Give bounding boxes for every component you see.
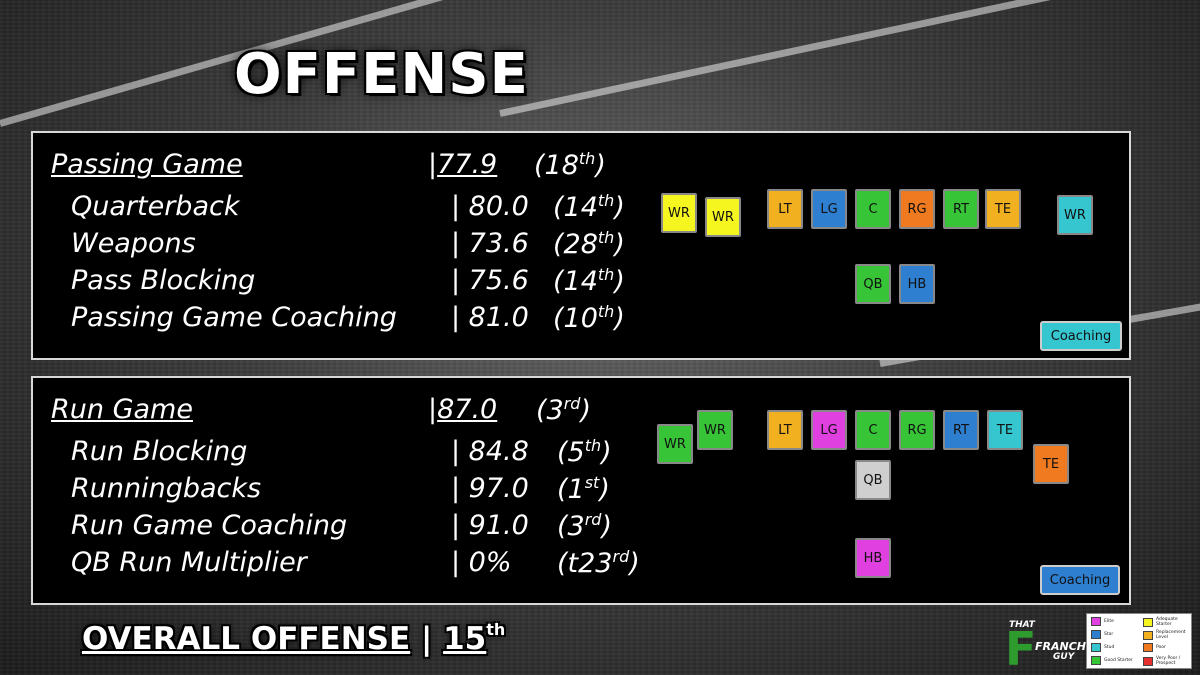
legend-item: Very Poor / Prospect (1143, 656, 1186, 666)
legend-label: Very Poor / Prospect (1156, 656, 1181, 666)
legend-label: Poor (1156, 645, 1166, 650)
position-c: C (855, 410, 891, 450)
legend-item: Poor (1143, 643, 1186, 652)
position-wr-2: WR (705, 197, 741, 237)
legend-swatch (1143, 617, 1153, 627)
position-qb: QB (855, 460, 891, 500)
stat-value: | 97.0 (451, 473, 529, 504)
stat-label: Quarterback (71, 191, 240, 222)
position-wr-3: WR (1057, 195, 1093, 235)
legend-label: Star (1104, 632, 1114, 637)
stat-label: Pass Blocking (71, 265, 256, 296)
passing-game-value: |77.9 (428, 149, 498, 180)
stat-rank: (t23rd) (557, 547, 640, 579)
run-game-value: |87.0 (428, 394, 498, 425)
legend-label: Replacement Level (1156, 630, 1186, 640)
stat-label: Runningbacks (71, 473, 262, 504)
legend-item: Good Starter (1091, 656, 1134, 665)
stat-rank: (28th) (553, 228, 625, 260)
position-te-2: TE (1033, 444, 1069, 484)
position-te: TE (985, 189, 1021, 229)
legend-item: Adequate Starter (1143, 617, 1186, 627)
position-wr-1: WR (661, 193, 697, 233)
passing-game-label: Passing Game (51, 149, 243, 180)
position-rt: RT (943, 189, 979, 229)
legend-swatch (1143, 656, 1153, 666)
position-qb: QB (855, 264, 891, 304)
position-lt: LT (767, 410, 803, 450)
legend-item: Star (1091, 630, 1134, 639)
overall-offense: OVERALL OFFENSE | 15th (82, 620, 506, 657)
logo-that: THAT (1009, 620, 1035, 630)
stat-label: Run Game Coaching (71, 510, 348, 541)
legend-swatch (1091, 656, 1101, 665)
legend-swatch (1091, 630, 1101, 639)
passing-game-panel: Passing Game |77.9 (18th) Quarterback | 8… (31, 131, 1131, 360)
stat-value: | 84.8 (451, 436, 529, 467)
position-lt: LT (767, 189, 803, 229)
passing-game-rank: (18th) (534, 149, 606, 181)
position-hb: HB (855, 538, 891, 578)
stat-rank: (10th) (553, 302, 625, 334)
stat-value: | 73.6 (451, 228, 529, 259)
stat-value: | 0% (451, 547, 512, 578)
page-title: OFFENSE (234, 42, 529, 107)
legend-item: Replacement Level (1143, 630, 1186, 640)
legend-swatch (1143, 643, 1153, 652)
legend-swatch (1143, 630, 1153, 640)
legend-item: Elite (1091, 617, 1134, 626)
legend-item: Stud (1091, 643, 1134, 652)
legend-label: Elite (1104, 619, 1114, 624)
stat-label: QB Run Multiplier (71, 547, 307, 578)
legend-label: Adequate Starter (1156, 617, 1178, 627)
stat-label: Passing Game Coaching (71, 302, 397, 333)
position-lg: LG (811, 189, 847, 229)
tier-legend: Elite Star Stud Good Starter Adequate Starte… (1086, 613, 1192, 669)
logo-guy: GUY (1053, 652, 1075, 662)
position-lg: LG (811, 410, 847, 450)
stat-rank: (1st) (557, 473, 610, 505)
logo-f-glyph: F (1005, 622, 1037, 675)
coaching-badge: Coaching (1040, 321, 1122, 351)
legend-label: Stud (1104, 645, 1115, 650)
run-game-rank: (3rd) (536, 394, 591, 426)
stat-value: | 80.0 (451, 191, 529, 222)
franchise-guy-logo: F THAT FRANCHISE GUY (1003, 618, 1106, 672)
stat-value: | 81.0 (451, 302, 529, 333)
run-game-label: Run Game (51, 394, 193, 425)
position-wr-1: WR (657, 424, 693, 464)
stat-rank: (14th) (553, 265, 625, 297)
stat-label: Weapons (71, 228, 196, 259)
stat-rank: (5th) (557, 436, 612, 468)
position-rg: RG (899, 410, 935, 450)
run-game-panel: Run Game |87.0 (3rd) Run Blocking | 84.8(… (31, 376, 1131, 605)
stat-label: Run Blocking (71, 436, 248, 467)
position-rt: RT (943, 410, 979, 450)
stat-value: | 91.0 (451, 510, 529, 541)
legend-swatch (1091, 617, 1101, 626)
position-hb: HB (899, 264, 935, 304)
legend-label: Good Starter (1104, 658, 1133, 663)
stat-rank: (3rd) (557, 510, 612, 542)
legend-swatch (1091, 643, 1101, 652)
stat-value: | 75.6 (451, 265, 529, 296)
position-c: C (855, 189, 891, 229)
position-te-1: TE (987, 410, 1023, 450)
position-rg: RG (899, 189, 935, 229)
stat-rank: (14th) (553, 191, 625, 223)
position-wr-2: WR (697, 410, 733, 450)
coaching-badge: Coaching (1040, 565, 1120, 595)
